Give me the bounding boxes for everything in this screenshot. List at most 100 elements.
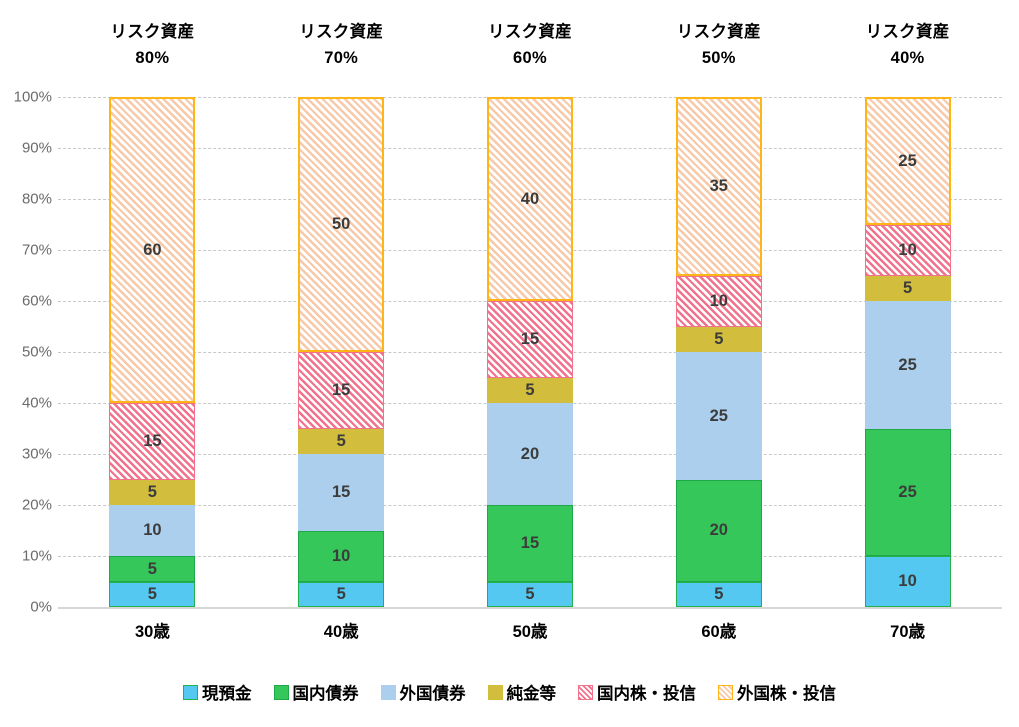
legend-item[interactable]: 現預金 (183, 680, 252, 704)
y-axis-tick-label: 100% (13, 88, 52, 106)
bar-segment[interactable]: 5 (298, 581, 385, 607)
x-axis-labels: 30歳 40歳 50歳 60歳 70歳 (58, 618, 1002, 652)
legend-label: 現預金 (202, 685, 252, 703)
bar-segment-value: 10 (143, 521, 162, 540)
bar-segment-value: 5 (336, 585, 346, 603)
y-axis-tick-label: 10% (21, 547, 52, 565)
bar-segment-value: 5 (525, 585, 535, 603)
bar-segment-value: 15 (332, 483, 351, 501)
stacked-bar[interactable]: 5 10 15 5 15 50 (298, 97, 385, 607)
stacked-bar[interactable]: 5 5 10 5 15 60 (109, 97, 196, 607)
bar-segment[interactable]: 10 (864, 224, 951, 276)
y-axis-tick-label: 40% (21, 394, 52, 412)
risk-asset-header-title: リスク資産 (110, 23, 195, 41)
bar-segment[interactable]: 20 (486, 403, 573, 505)
bar-segment[interactable]: 5 (675, 326, 762, 352)
legend-item[interactable]: 国内株・投信 (578, 680, 696, 704)
legend-swatch-icon (183, 684, 198, 700)
risk-asset-header-0: リスク資産 80% (58, 18, 247, 86)
bar-segment-value: 5 (714, 585, 724, 603)
plot-area: 5 5 10 5 15 60 5 10 15 5 15 50 5 15 20 5 15 40 5 20 25 5 10 35 1… (58, 97, 1002, 609)
bar-segment-value: 10 (898, 240, 917, 259)
bar-segment[interactable]: 50 (298, 97, 385, 352)
bar-slot: 5 5 10 5 15 60 (58, 97, 247, 607)
bar-segment[interactable]: 5 (109, 556, 196, 582)
bar-group: 5 5 10 5 15 60 5 10 15 5 15 50 5 15 20 5 15 40 5 20 25 5 10 35 1… (58, 97, 1002, 607)
bar-segment[interactable]: 25 (864, 97, 951, 225)
bar-segment[interactable]: 15 (109, 403, 196, 480)
bar-segment-value: 5 (714, 330, 724, 348)
bar-segment-value: 25 (709, 406, 728, 425)
bar-segment[interactable]: 10 (675, 275, 762, 327)
bar-segment-value: 15 (143, 432, 162, 450)
bar-segment[interactable]: 5 (675, 581, 762, 607)
risk-asset-header-title: リスク資産 (865, 23, 950, 41)
bar-segment[interactable]: 20 (675, 479, 762, 582)
y-axis-tick-label: 90% (21, 139, 52, 157)
bar-segment[interactable]: 15 (298, 352, 385, 429)
stacked-bar[interactable]: 5 20 25 5 10 35 (675, 97, 762, 607)
y-axis-tick-label: 30% (21, 445, 52, 463)
legend-item[interactable]: 純金等 (487, 680, 557, 704)
legend-label: 外国株・投信 (737, 685, 836, 703)
stacked-bar[interactable]: 10 25 25 5 10 25 (864, 97, 951, 607)
bar-segment-value: 5 (525, 381, 535, 399)
bar-segment[interactable]: 25 (675, 352, 762, 480)
bar-segment[interactable]: 5 (109, 479, 196, 505)
bar-segment-value: 50 (332, 215, 351, 234)
bar-segment-value: 20 (709, 521, 728, 540)
risk-asset-header-value: 50% (701, 49, 736, 67)
bar-slot: 5 20 25 5 10 35 (624, 97, 813, 607)
bar-segment[interactable]: 5 (486, 581, 573, 607)
bar-segment[interactable]: 5 (486, 377, 573, 403)
x-axis-tick-label: 70歳 (890, 623, 926, 641)
bar-segment-value: 60 (143, 240, 162, 259)
x-axis-tick-label: 30歳 (134, 623, 170, 641)
risk-asset-header-row: リスク資産 80% リスク資産 70% リスク資産 60% リスク資産 50% リスク資産 40% (58, 18, 1002, 86)
bar-segment-value: 35 (709, 177, 728, 195)
bar-segment[interactable]: 25 (864, 428, 951, 556)
legend-swatch-icon (273, 684, 289, 700)
bar-segment-value: 5 (336, 432, 346, 450)
y-axis-tick-label: 20% (21, 496, 52, 514)
bar-segment[interactable]: 5 (109, 581, 196, 607)
risk-asset-header-value: 40% (890, 49, 925, 67)
y-axis-labels: 100% 90% 80% 70% 60% 50% 40% 30% 20% 10% 0% (0, 89, 52, 616)
bar-segment[interactable]: 15 (486, 301, 573, 378)
bar-segment-value: 25 (898, 483, 917, 501)
bar-segment[interactable]: 25 (864, 301, 951, 429)
bar-segment-value: 25 (898, 355, 917, 374)
y-axis-tick-label: 80% (21, 190, 52, 208)
bar-slot: 5 15 20 5 15 40 (436, 97, 625, 607)
stacked-bar[interactable]: 5 15 20 5 15 40 (486, 97, 573, 607)
bar-segment[interactable]: 10 (298, 530, 385, 582)
legend-item[interactable]: 国内債券 (273, 680, 359, 704)
y-axis-tick-label: 0% (30, 598, 52, 616)
bar-segment[interactable]: 5 (864, 275, 951, 301)
y-axis-tick-label: 70% (21, 241, 52, 259)
bar-segment[interactable]: 10 (864, 556, 951, 607)
legend-item[interactable]: 外国株・投信 (718, 680, 836, 704)
legend-item[interactable]: 外国債券 (380, 680, 466, 704)
bar-segment[interactable]: 40 (486, 97, 573, 301)
risk-asset-header-value: 80% (135, 49, 170, 67)
bar-segment-value: 15 (520, 330, 540, 348)
bar-segment-value: 10 (332, 546, 351, 565)
bar-segment-value: 10 (709, 291, 728, 310)
legend-label: 純金等 (506, 685, 557, 703)
bar-segment-value: 15 (520, 534, 540, 552)
legend-swatch-icon (380, 684, 396, 700)
bar-segment-value: 5 (147, 559, 157, 578)
bar-segment[interactable]: 10 (109, 505, 196, 556)
legend-label: 国内債券 (292, 685, 359, 703)
bar-segment[interactable]: 60 (109, 97, 196, 403)
risk-asset-header-value: 70% (324, 49, 359, 67)
bar-segment[interactable]: 15 (298, 454, 385, 531)
bar-segment[interactable]: 15 (486, 505, 573, 582)
x-axis-tick-label: 40歳 (323, 623, 359, 641)
bar-segment[interactable]: 5 (298, 428, 385, 454)
bar-segment-value: 5 (147, 483, 157, 501)
risk-asset-header-title: リスク資産 (676, 23, 761, 41)
bar-segment[interactable]: 35 (675, 97, 762, 276)
